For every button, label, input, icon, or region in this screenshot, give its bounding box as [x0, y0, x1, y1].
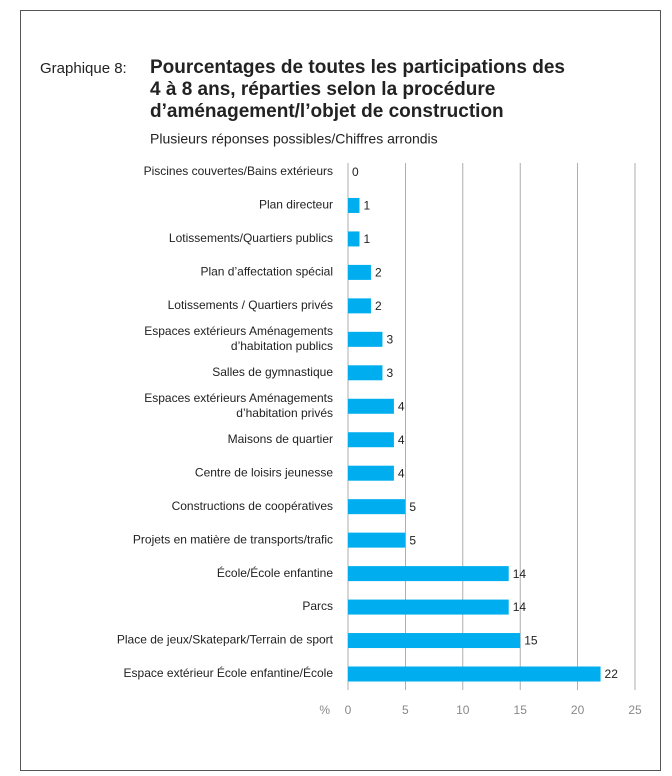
x-tick-label: 10 [456, 703, 470, 717]
value-label: 3 [386, 333, 393, 347]
bar [348, 197, 360, 213]
value-label: 0 [352, 165, 359, 179]
value-label: 5 [409, 500, 416, 514]
bar [348, 231, 360, 247]
bar [348, 298, 371, 314]
x-tick-label: 15 [514, 703, 528, 717]
value-label: 1 [363, 199, 370, 213]
x-tick-label: 20 [571, 703, 585, 717]
y-tick-label: Espace extérieur École enfantine/École [124, 665, 334, 680]
value-label: 15 [524, 634, 538, 648]
y-tick-label: Parcs [302, 599, 333, 613]
value-label: 14 [513, 600, 527, 614]
value-label: 4 [398, 466, 405, 480]
bar [348, 532, 406, 548]
value-label: 14 [513, 567, 527, 581]
value-label: 22 [605, 667, 619, 681]
bar [348, 599, 509, 615]
value-label: 5 [409, 533, 416, 547]
value-label: 2 [375, 266, 382, 280]
bar [348, 566, 509, 582]
y-tick-label: Place de jeux/Skatepark/Terrain de sport [117, 633, 334, 647]
y-tick-label: Projets en matière de transports/trafic [133, 532, 333, 546]
x-tick-label: 5 [402, 703, 409, 717]
bar [348, 633, 521, 649]
y-tick-label: Espaces extérieurs Aménagements d’habitat… [144, 324, 333, 353]
bar [348, 499, 406, 515]
bar [348, 365, 383, 381]
value-label: 2 [375, 299, 382, 313]
bar [348, 432, 394, 448]
y-tick-label: Piscines couvertes/Bains extérieurs [144, 164, 333, 178]
chart-label: Graphique 8: [40, 60, 127, 77]
y-tick-label: Salles de gymnastique [212, 365, 333, 379]
y-tick-label: Lotissements / Quartiers privés [168, 298, 333, 312]
y-tick-label: Maisons de quartier [228, 432, 333, 446]
y-tick-label: Centre de loisirs jeunesse [195, 465, 333, 479]
value-label: 3 [386, 366, 393, 380]
bar [348, 465, 394, 481]
value-label: 1 [363, 232, 370, 246]
bar [348, 331, 383, 347]
y-tick-label: Lotissements/Quartiers publics [169, 231, 333, 245]
y-tick-label: Plan directeur [259, 198, 333, 212]
chart-subtitle: Plusieurs réponses possibles/Chiffres ar… [150, 131, 438, 147]
y-tick-label: École/École enfantine [217, 565, 333, 580]
y-tick-label: Plan d’affectation spécial [200, 265, 333, 279]
y-tick-label: Espaces extérieurs Aménagements d’habitat… [144, 391, 333, 420]
x-tick-label: 0 [345, 703, 352, 717]
bar [348, 666, 601, 682]
x-tick-label: 25 [628, 703, 642, 717]
value-label: 4 [398, 433, 405, 447]
frame [20, 10, 661, 771]
value-label: 4 [398, 399, 405, 413]
chart-title: Pourcentages de toutes les participation… [150, 57, 565, 122]
y-tick-label: Constructions de coopératives [172, 499, 333, 513]
bar [348, 264, 371, 280]
x-axis-label: % [319, 703, 330, 717]
bar [348, 398, 394, 414]
